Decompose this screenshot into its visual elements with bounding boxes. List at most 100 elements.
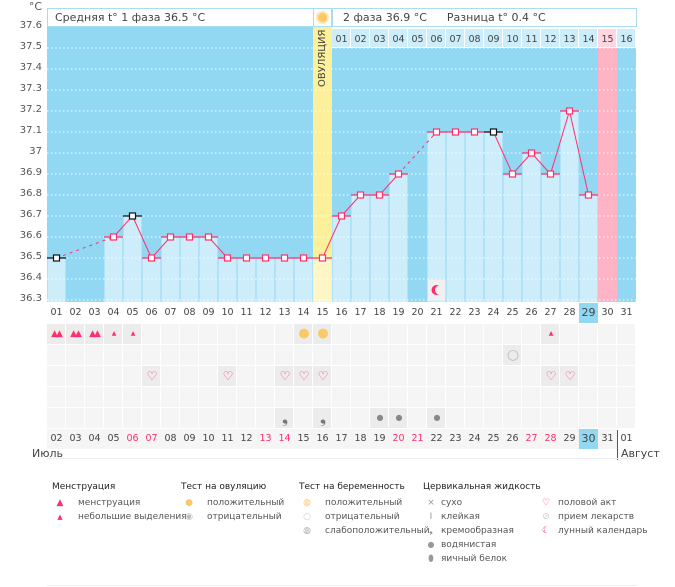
day-label[interactable]: 06 (145, 307, 158, 318)
symptom-cell[interactable] (370, 324, 388, 344)
symptom-cell[interactable] (370, 408, 388, 428)
symptom-cell[interactable] (294, 387, 312, 407)
symptom-cell[interactable] (199, 366, 217, 386)
symptom-cell[interactable] (180, 387, 198, 407)
date-label[interactable]: 29 (560, 429, 579, 449)
symptom-cell[interactable] (199, 345, 217, 365)
symptom-cell[interactable] (598, 345, 616, 365)
symptom-cell[interactable] (541, 366, 559, 386)
symptom-cell[interactable] (256, 366, 274, 386)
date-label[interactable]: 25 (484, 429, 503, 449)
symptom-cell[interactable] (465, 408, 483, 428)
symptom-cell[interactable] (256, 345, 274, 365)
symptom-cell[interactable] (294, 324, 312, 344)
date-label[interactable]: 31 (598, 429, 617, 449)
symptom-cell[interactable] (560, 387, 578, 407)
day-label[interactable]: 23 (468, 307, 481, 318)
symptom-cell[interactable] (351, 324, 369, 344)
symptom-cell[interactable] (408, 387, 426, 407)
symptom-cell[interactable] (142, 408, 160, 428)
symptom-cell[interactable] (541, 324, 559, 344)
date-label[interactable]: 27 (522, 429, 541, 449)
symptom-cell[interactable] (522, 387, 540, 407)
symptom-cell[interactable] (389, 408, 407, 428)
symptom-cell[interactable] (142, 324, 160, 344)
date-label[interactable]: 06 (123, 429, 142, 449)
symptom-cell[interactable] (123, 387, 141, 407)
symptom-cell[interactable] (579, 324, 597, 344)
symptom-cell[interactable] (218, 387, 236, 407)
symptom-cell[interactable] (446, 324, 464, 344)
symptom-cell[interactable] (408, 366, 426, 386)
symptom-cell[interactable] (275, 408, 293, 428)
symptom-cell[interactable] (161, 387, 179, 407)
symptom-cell[interactable] (142, 387, 160, 407)
symptom-cell[interactable] (161, 366, 179, 386)
symptom-cell[interactable] (408, 345, 426, 365)
date-label[interactable]: 17 (332, 429, 351, 449)
symptom-cell[interactable] (579, 387, 597, 407)
day-label[interactable]: 27 (544, 307, 557, 318)
symptom-cell[interactable] (85, 387, 103, 407)
symptom-cell[interactable] (389, 366, 407, 386)
date-label[interactable]: 08 (161, 429, 180, 449)
symptom-cell[interactable] (579, 345, 597, 365)
day-label[interactable]: 11 (240, 307, 253, 318)
symptom-cell[interactable] (142, 366, 160, 386)
symptom-cell[interactable] (66, 345, 84, 365)
symptom-cell[interactable] (522, 324, 540, 344)
symptom-cell[interactable] (199, 408, 217, 428)
date-label[interactable]: 09 (180, 429, 199, 449)
symptom-cell[interactable] (598, 387, 616, 407)
date-label[interactable]: 28 (541, 429, 560, 449)
symptom-cell[interactable] (218, 408, 236, 428)
day-label[interactable]: 18 (373, 307, 386, 318)
symptom-cell[interactable] (104, 408, 122, 428)
date-label[interactable]: 04 (85, 429, 104, 449)
symptom-cell[interactable] (427, 345, 445, 365)
symptom-cell[interactable] (560, 345, 578, 365)
day-label[interactable]: 04 (107, 307, 120, 318)
symptom-cell[interactable] (522, 366, 540, 386)
day-label[interactable]: 14 (297, 307, 310, 318)
symptom-cell[interactable] (256, 387, 274, 407)
symptom-cell[interactable] (66, 366, 84, 386)
symptom-cell[interactable] (47, 345, 65, 365)
symptom-cell[interactable] (351, 408, 369, 428)
symptom-cell[interactable] (427, 366, 445, 386)
day-label[interactable]: 17 (354, 307, 367, 318)
symptom-cell[interactable] (351, 366, 369, 386)
date-label[interactable]: 10 (199, 429, 218, 449)
day-label[interactable]: 29 (579, 303, 598, 323)
symptom-cell[interactable] (332, 408, 350, 428)
symptom-cell[interactable] (389, 324, 407, 344)
symptom-cell[interactable] (332, 387, 350, 407)
symptom-cell[interactable] (446, 408, 464, 428)
symptom-cell[interactable] (218, 324, 236, 344)
symptom-cell[interactable] (161, 324, 179, 344)
symptom-cell[interactable] (66, 324, 84, 344)
symptom-cell[interactable] (484, 366, 502, 386)
symptom-cell[interactable] (446, 387, 464, 407)
symptom-cell[interactable] (389, 387, 407, 407)
day-label[interactable]: 03 (88, 307, 101, 318)
symptom-cell[interactable] (313, 324, 331, 344)
symptom-cell[interactable] (104, 387, 122, 407)
symptom-cell[interactable] (313, 345, 331, 365)
symptom-cell[interactable] (408, 324, 426, 344)
symptom-cell[interactable] (579, 408, 597, 428)
day-label[interactable]: 28 (563, 307, 576, 318)
symptom-cell[interactable] (484, 408, 502, 428)
symptom-cell[interactable] (541, 408, 559, 428)
symptom-cell[interactable] (294, 366, 312, 386)
symptom-cell[interactable] (237, 345, 255, 365)
symptom-cell[interactable] (313, 408, 331, 428)
symptom-cell[interactable] (256, 408, 274, 428)
symptom-cell[interactable] (503, 345, 521, 365)
date-label[interactable]: 11 (218, 429, 237, 449)
symptom-cell[interactable] (503, 366, 521, 386)
symptom-cell[interactable] (237, 366, 255, 386)
symptom-cell[interactable] (598, 366, 616, 386)
symptom-cell[interactable] (503, 324, 521, 344)
symptom-cell[interactable] (598, 324, 616, 344)
